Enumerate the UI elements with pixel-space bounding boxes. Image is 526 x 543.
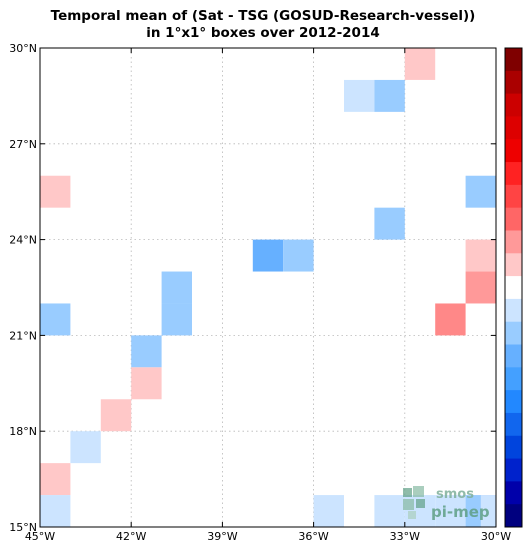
y-tick-label: 27°N [9,138,37,151]
watermark: smos pi-mep [403,486,490,521]
plot-frame [39,47,497,528]
heatmap-cell [252,239,284,272]
y-tick-label: 24°N [9,234,37,247]
heatmap-cell [40,175,71,208]
colorbar-segment [505,230,522,254]
colorbar-segment [505,276,522,300]
colorbar-segment [505,253,522,277]
heatmap-cell [313,495,344,527]
chart-title-line2: in 1°x1° boxes over 2012-2014 [146,25,380,41]
colorbar-segment [505,390,522,414]
colorbar-segment [505,321,522,346]
x-tick-label: 33°W [390,530,420,543]
x-tick-label: 36°W [298,530,328,543]
colorbar-segment [505,93,522,117]
heatmap-cell [404,48,436,80]
heatmap-cell [374,207,405,240]
x-tick-label: 42°W [116,530,146,543]
y-tick-label: 15°N [9,521,37,534]
smos-pimep-logo-icon [403,486,425,519]
chart-title-line1: Temporal mean of (Sat - TSG (GOSUD-Resea… [50,8,476,24]
y-tick-label: 30°N [9,42,37,55]
colorbar-segment [505,458,522,482]
colorbar-segment [505,162,522,186]
x-tick-label: 30°W [481,530,511,543]
heatmap-cell [465,239,496,272]
heatmap-cell [480,495,496,527]
heatmap-cell [131,335,162,368]
colorbar-segment [505,298,522,323]
heatmap-cell [70,431,101,464]
colorbar-segment [505,70,522,95]
heatmap-cell [40,303,71,336]
colorbar-segment [505,412,522,437]
colorbar-segment [505,481,522,505]
heatmap-cell [374,79,405,112]
heatmap-cell [374,495,405,527]
heatmap-cell [161,303,192,336]
grid-layer [40,48,496,527]
watermark-line1: smos [436,487,474,502]
heatmap-cell [465,271,496,304]
heatmap-cell [283,239,314,272]
heatmap-cell [40,463,71,496]
colorbar-segment [505,207,522,231]
heatmap-cell [435,303,466,336]
y-tick-label: 21°N [9,329,37,342]
cell-layer [40,48,496,527]
colorbar-segment [505,435,522,460]
heatmap-cell [344,79,375,112]
x-tick-label: 39°W [207,530,237,543]
x-tick-label: 45°W [25,530,55,543]
heatmap-cell [465,175,496,208]
colorbar-segment [505,344,522,368]
colorbar-segment [505,367,522,391]
y-tick-label: 18°N [9,425,37,438]
colorbar-frame [504,47,523,528]
colorbar-segment [505,116,522,140]
colorbar-segment [505,139,522,163]
colorbar-segment [505,504,522,528]
heatmap-cell [435,495,466,527]
watermark-line2: pi-mep [431,503,490,521]
colorbar [504,47,523,528]
heatmap-cell [40,495,71,527]
colorbar-segment [505,184,522,209]
tick-layer: 45°W 42°W 39°W 36°W 33°W 30°W 15°N 18°N 21°N 24°N… [9,42,511,543]
heatmap-cell [100,399,132,432]
chart-title: Temporal mean of (Sat - TSG (GOSUD-Resea… [0,8,526,42]
colorbar-segment [505,48,522,72]
heatmap-cell [161,271,192,304]
heatmap-cell [131,367,162,400]
